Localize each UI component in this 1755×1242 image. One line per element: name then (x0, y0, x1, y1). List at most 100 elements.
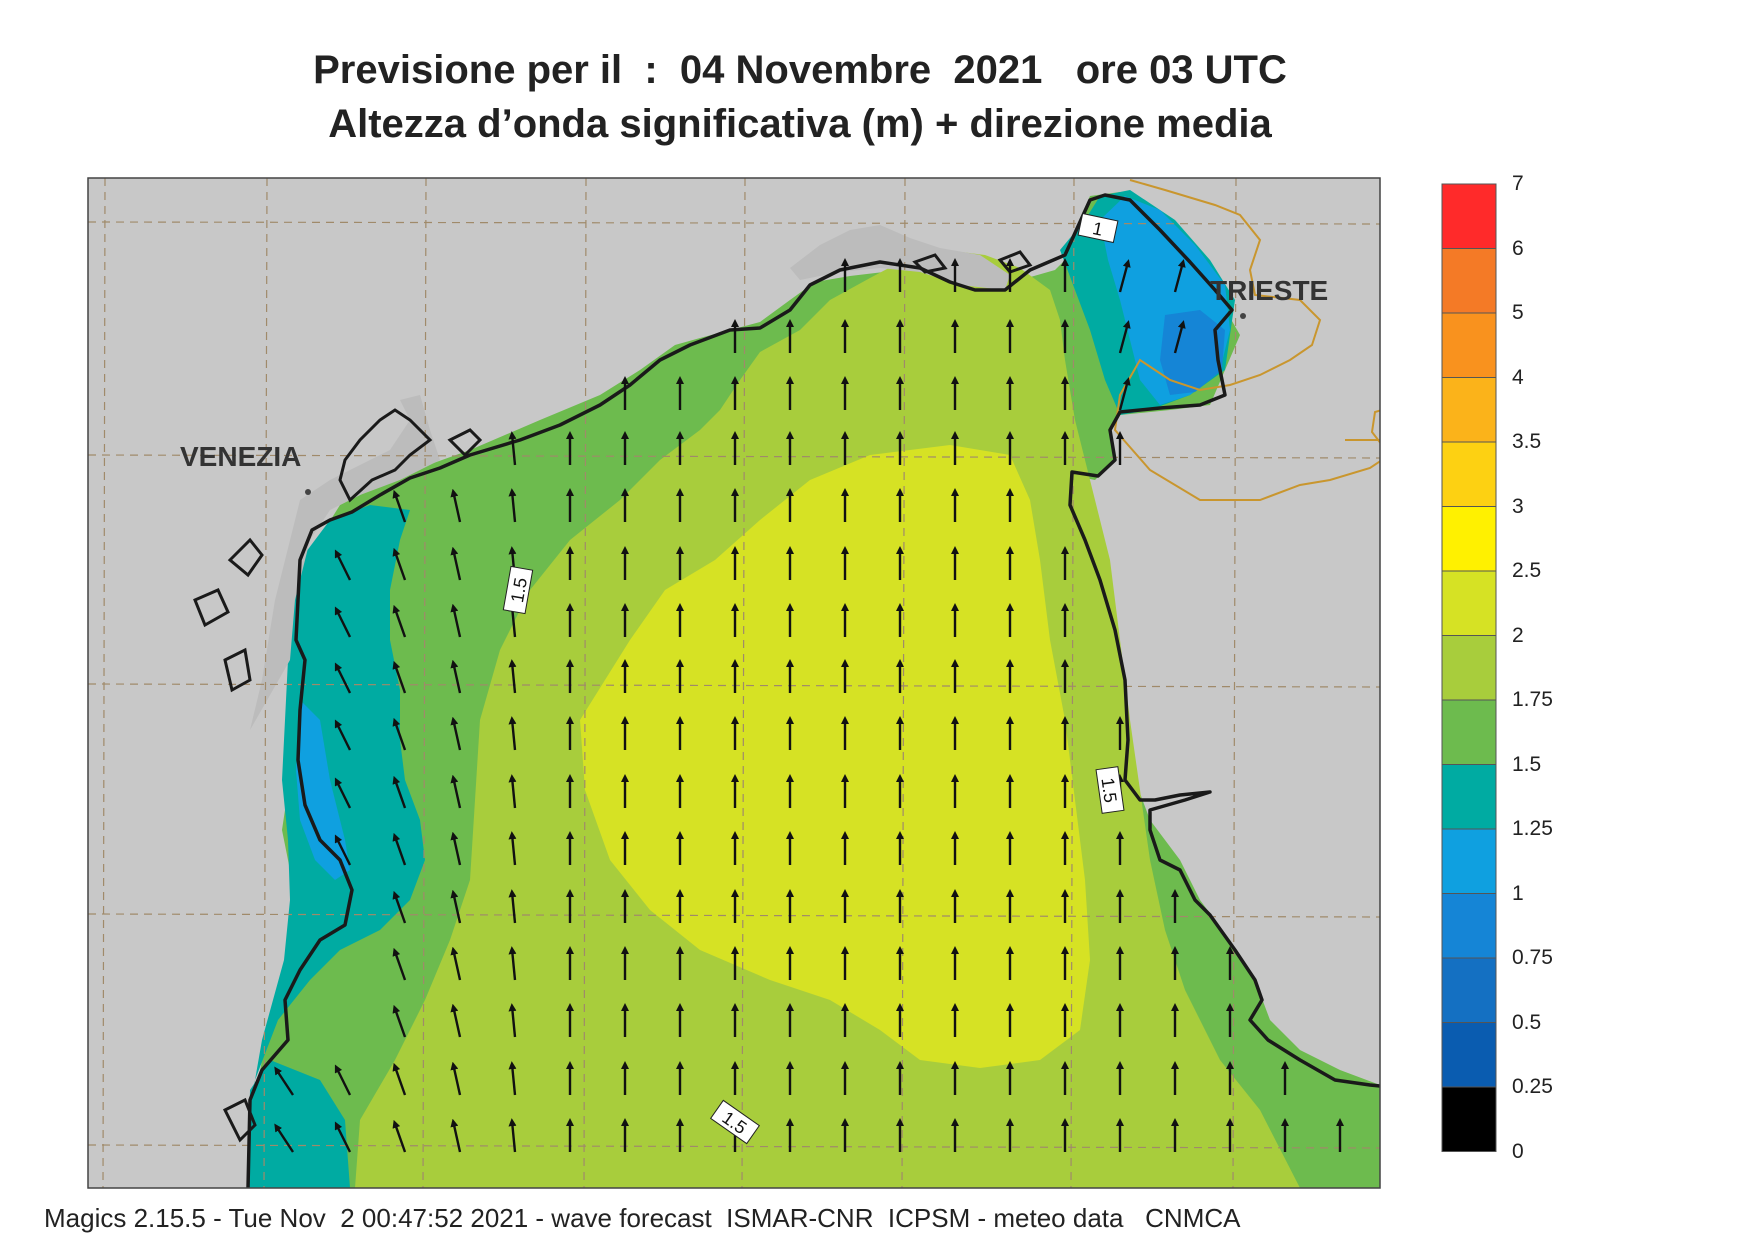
legend-label: 0.25 (1512, 1075, 1553, 1098)
direction-arrow (450, 716, 462, 751)
direction-arrow (334, 777, 352, 809)
direction-arrow (392, 1062, 407, 1096)
direction-arrow (274, 1123, 295, 1153)
legend-label: 5 (1512, 301, 1524, 324)
direction-arrow (392, 604, 407, 638)
legend-swatch (1441, 828, 1497, 894)
legend-label: 2 (1512, 623, 1524, 647)
lagoon-islands (193, 250, 1033, 1143)
contour-label-1-5-west: 1.5 (502, 565, 534, 615)
direction-arrow (450, 889, 462, 924)
direction-arrow (1118, 320, 1131, 354)
direction-arrow (1173, 259, 1186, 293)
forecast-title: Previsione per il : 04 Novembre 2021 ore… (313, 48, 1287, 92)
legend-label: 1 (1512, 881, 1524, 905)
legend-label: 1.75 (1512, 688, 1553, 711)
legend-swatch (1441, 764, 1497, 830)
direction-arrow (508, 1118, 517, 1153)
legend-swatch (1441, 248, 1497, 314)
direction-arrow (334, 719, 352, 751)
legend-label: 3.5 (1512, 430, 1542, 453)
direction-arrow (334, 1064, 352, 1096)
map-frame (87, 177, 1381, 1189)
national-border (1113, 179, 1380, 501)
direction-arrow (392, 547, 407, 581)
direction-arrow (392, 775, 407, 809)
legend-swatch (1441, 570, 1497, 636)
direction-arrow (392, 947, 407, 981)
direction-arrow (392, 660, 407, 694)
legend-label: 6 (1512, 236, 1524, 260)
coastline (246, 193, 1380, 1188)
direction-arrow (392, 1119, 407, 1153)
direction-arrow (508, 889, 517, 924)
direction-arrow (1118, 377, 1131, 411)
direction-arrows (274, 258, 1344, 1153)
direction-arrow (392, 489, 407, 523)
venezia-marker (305, 489, 311, 495)
direction-arrow (508, 1003, 517, 1038)
direction-arrow (508, 774, 517, 809)
direction-arrow (392, 717, 407, 751)
legend-swatch (1441, 893, 1497, 959)
direction-arrow (450, 1003, 462, 1038)
direction-arrow (450, 774, 462, 809)
svg-text:1: 1 (1091, 218, 1105, 240)
direction-arrow (334, 662, 352, 694)
legend-swatch (1441, 183, 1497, 249)
direction-arrow (508, 431, 517, 466)
legend-label: 0.5 (1512, 1010, 1542, 1034)
direction-arrow (392, 890, 407, 924)
direction-arrow (334, 1121, 352, 1153)
direction-arrow (334, 549, 352, 581)
legend-label: 0.75 (1512, 946, 1553, 969)
direction-arrow (1173, 320, 1186, 354)
contour-label-1-5-east: 1.5 (1095, 766, 1125, 814)
trieste-marker (1240, 313, 1246, 319)
direction-arrow (450, 546, 462, 581)
direction-arrow (508, 716, 517, 751)
direction-arrow (450, 659, 462, 694)
legend-label: 1.25 (1512, 817, 1553, 840)
direction-arrow (1118, 259, 1131, 293)
legend-swatch (1441, 312, 1497, 378)
legend-swatch (1441, 377, 1497, 443)
place-label-venezia: VENEZIA (180, 441, 301, 472)
legend-label: 2.5 (1512, 559, 1542, 582)
legend-swatch (1441, 957, 1497, 1023)
zone-1-0-sw (248, 1060, 350, 1188)
direction-arrow (450, 1061, 462, 1096)
place-label-trieste: TRIESTE (1210, 275, 1328, 306)
legend-label: 3 (1512, 494, 1524, 518)
legend-label: 7 (1512, 172, 1524, 195)
zone-1-75 (580, 445, 1090, 1068)
direction-arrow (392, 1004, 407, 1038)
svg-text:1.5: 1.5 (1097, 776, 1120, 804)
legend-label: 1.5 (1512, 752, 1542, 776)
legend-swatch (1441, 1022, 1497, 1088)
legend-label: 4 (1512, 365, 1524, 389)
forecast-subtitle: Altezza d’onda significativa (m) + direz… (328, 102, 1272, 146)
legend-swatch (1441, 635, 1497, 701)
direction-arrow (508, 488, 517, 523)
direction-arrow (450, 946, 462, 981)
direction-arrow (274, 1066, 295, 1096)
direction-arrow (508, 831, 517, 866)
direction-arrow (450, 831, 462, 866)
svg-text:1.5: 1.5 (507, 576, 531, 604)
direction-arrow (334, 606, 352, 638)
legend-swatch (1441, 506, 1497, 572)
zone-0-5-ne (1160, 310, 1225, 395)
direction-arrow (508, 659, 517, 694)
venezia-lagoon-land (250, 395, 440, 730)
direction-arrow (508, 603, 517, 638)
direction-arrow (508, 946, 517, 981)
legend-label: 0 (1512, 1139, 1524, 1163)
direction-arrow (450, 488, 462, 523)
map-area: 1 1.5 1.5 1.5 VENEZIA TRIESTE (88, 178, 1380, 1188)
contour-label-1: 1 (1077, 212, 1119, 244)
direction-arrow (450, 603, 462, 638)
legend-swatch (1441, 441, 1497, 507)
direction-arrow (508, 1061, 517, 1096)
